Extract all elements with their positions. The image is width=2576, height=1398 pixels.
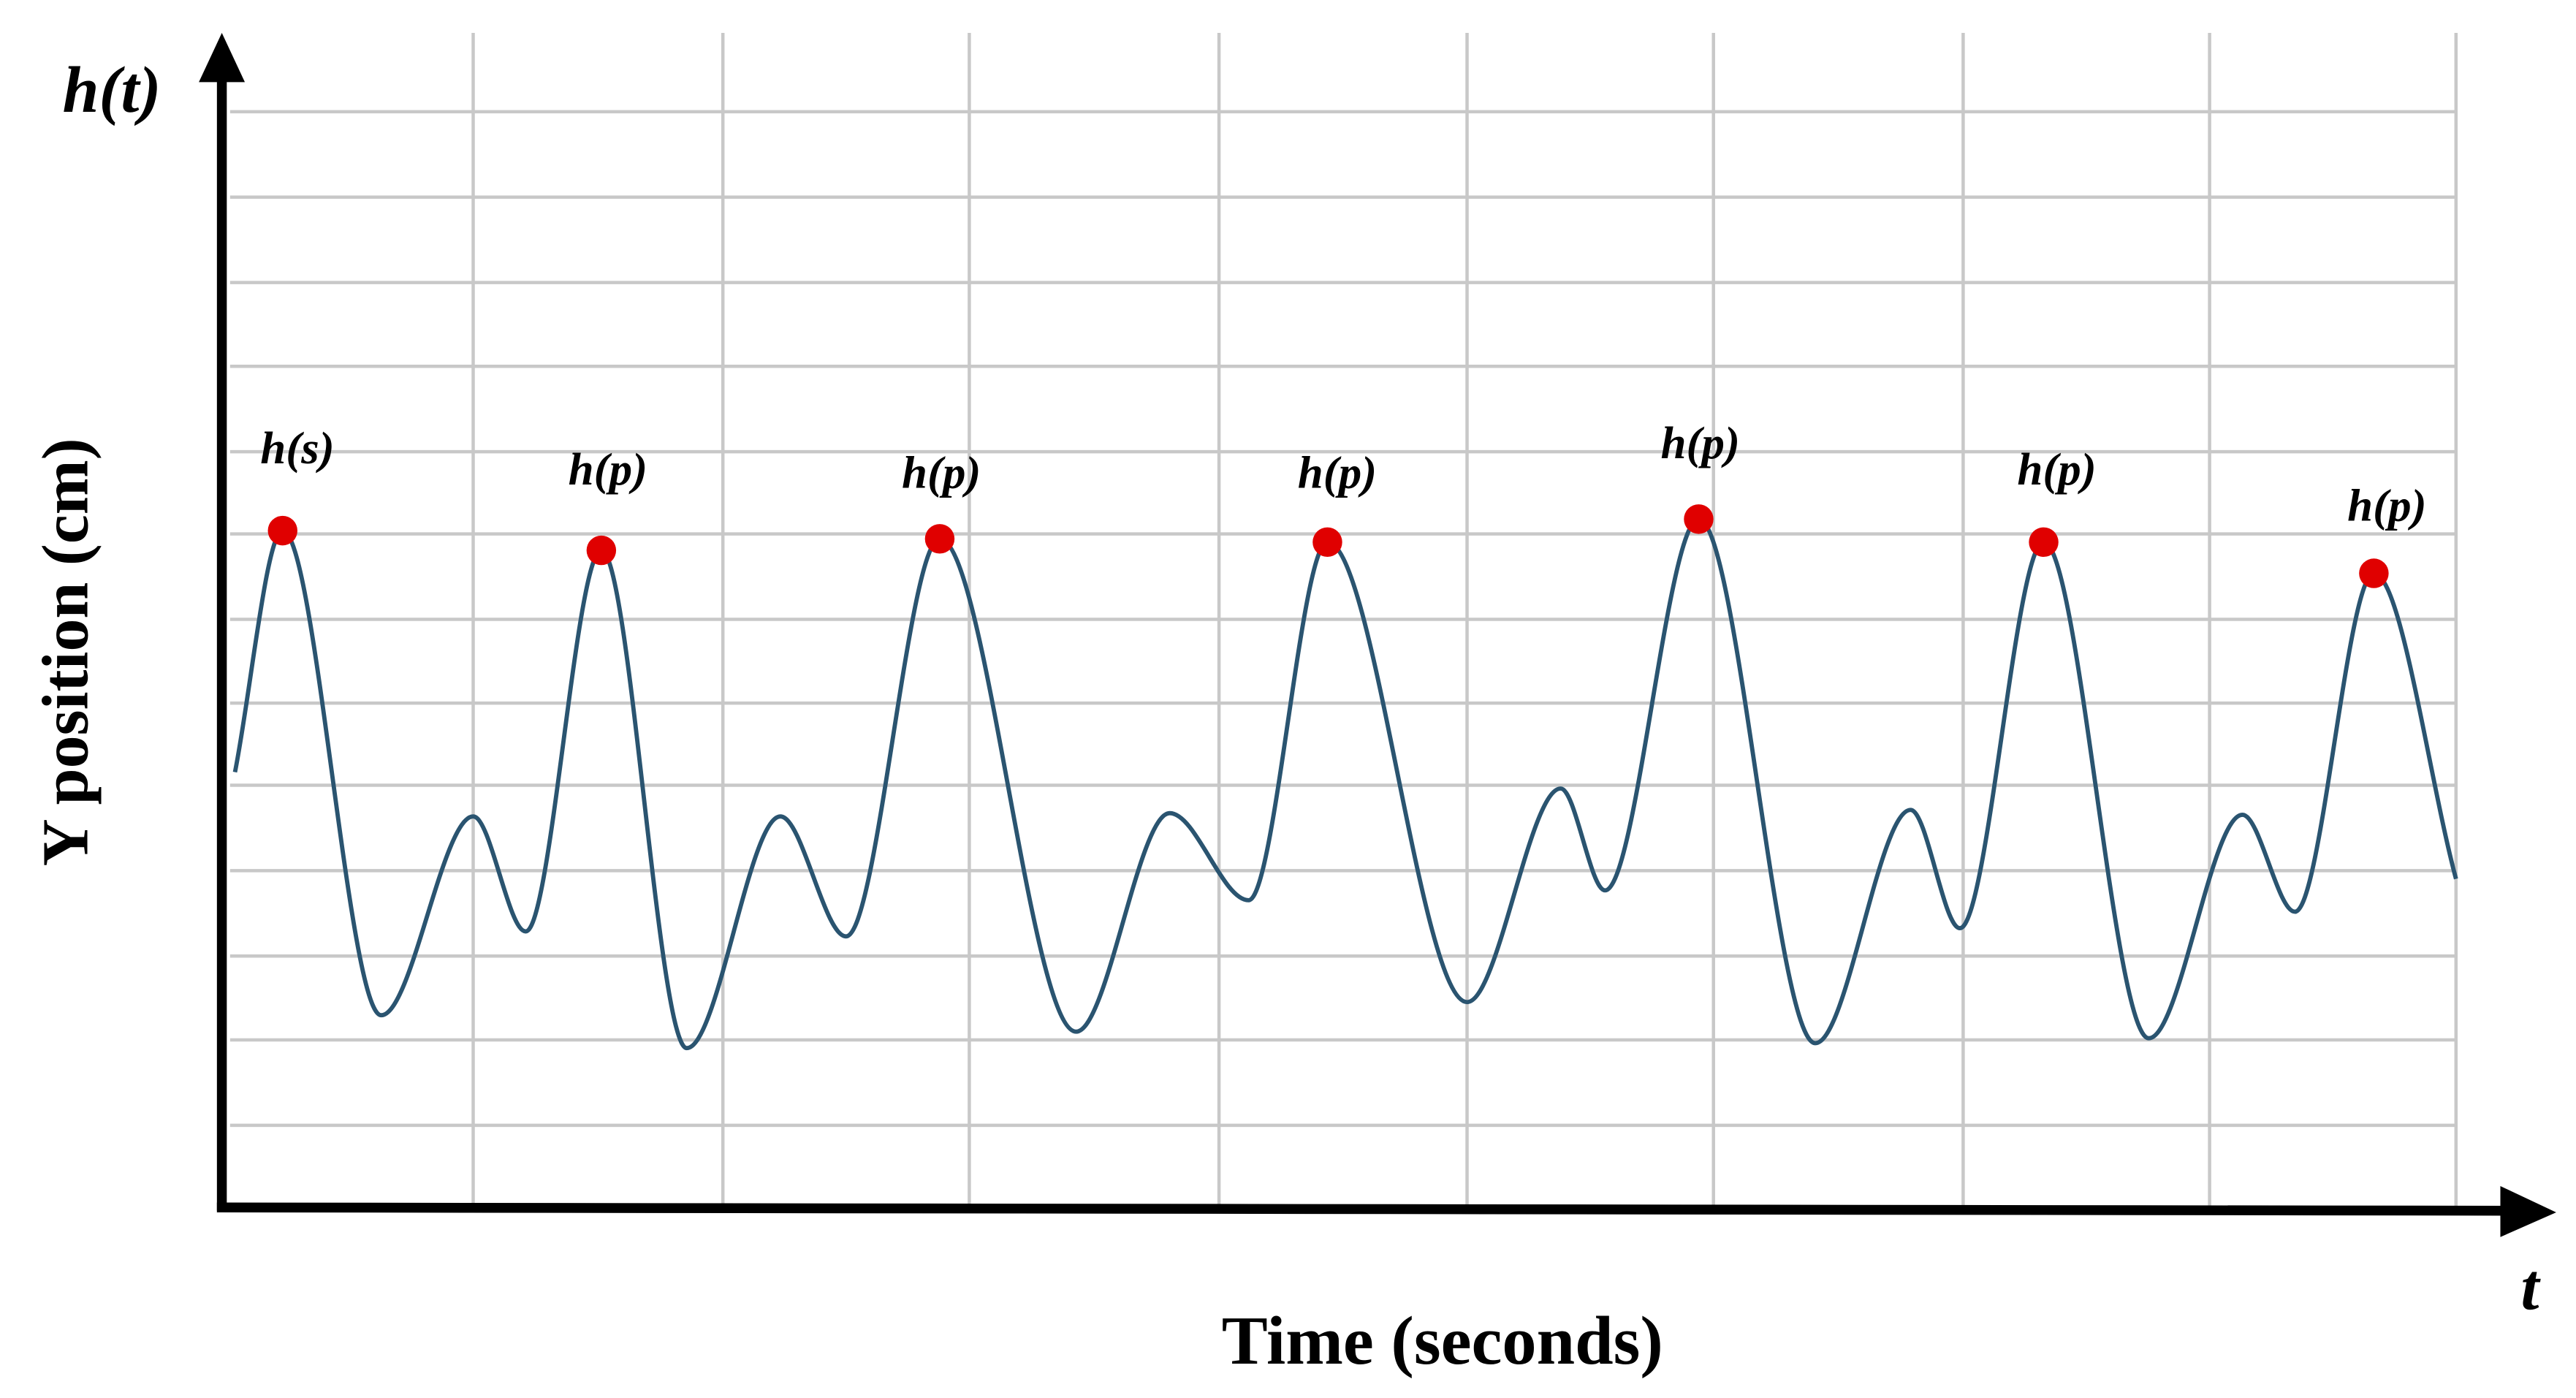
peak-dot: [924, 524, 955, 554]
signal-curve: [232, 517, 2458, 1051]
peak-dot: [2359, 558, 2389, 588]
peak-label: h(p): [2347, 480, 2426, 531]
peak-label: h(p): [1298, 447, 1377, 498]
peak-dot: [267, 515, 297, 546]
peak-dot: [586, 535, 617, 566]
peak-label: h(p): [902, 447, 981, 498]
peak-label: h(p): [569, 444, 647, 495]
x-axis: [216, 1202, 2510, 1216]
peak-dot: [1684, 504, 1714, 534]
peaks: h(s) h(p) h(p) h(p) h(p) h(p) h(p): [260, 417, 2427, 588]
y-axis-arrow: [199, 32, 246, 83]
x-axis-arrow: [2500, 1186, 2556, 1237]
x-title: Time (seconds): [1222, 1303, 1663, 1379]
x-symbol: t: [2520, 1252, 2541, 1324]
peak-label: h(p): [1661, 417, 1740, 468]
peak-dot: [1312, 527, 1342, 558]
y-title: Y position (cm): [29, 438, 102, 866]
peak-dot: [2029, 527, 2059, 558]
y-symbol: h(t): [63, 54, 162, 126]
peak-label: h(s): [260, 422, 334, 474]
peak-label: h(p): [2017, 444, 2096, 495]
grid: [229, 32, 2458, 1208]
